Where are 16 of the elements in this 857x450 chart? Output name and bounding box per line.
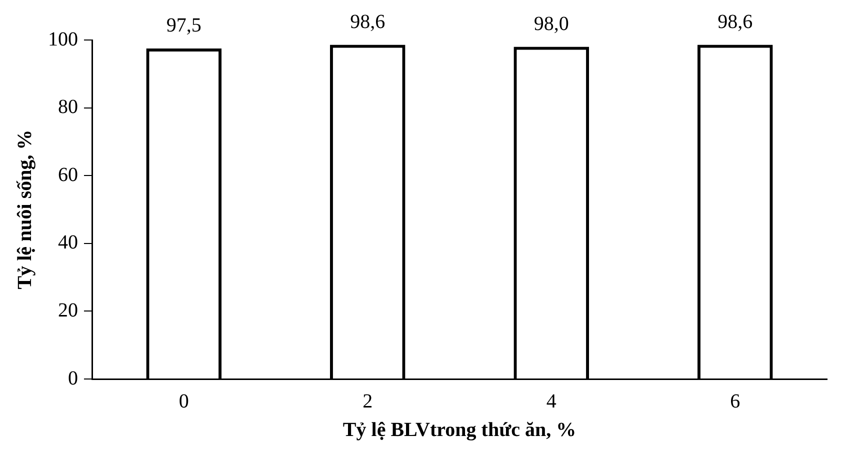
data-label: 97,5 bbox=[166, 14, 202, 37]
y-tick-label: 60 bbox=[58, 164, 78, 186]
data-label: 98,0 bbox=[534, 13, 569, 36]
y-tick-label: 0 bbox=[68, 367, 78, 390]
x-tick-label: 4 bbox=[546, 390, 556, 412]
y-axis-title: Tỷ lệ nuôi sống, % bbox=[14, 130, 36, 290]
y-tick-label: 40 bbox=[58, 232, 78, 254]
data-label: 98,6 bbox=[718, 10, 753, 33]
y-tick-label: 80 bbox=[58, 96, 78, 118]
x-tick-label: 2 bbox=[362, 390, 373, 412]
data-label: 98,6 bbox=[350, 10, 386, 33]
y-tick-label: 20 bbox=[58, 299, 78, 322]
y-tick-label: 100 bbox=[48, 28, 78, 50]
x-tick-label: 0 bbox=[178, 390, 189, 412]
x-axis-title: Tỷ lệ BLVtrong thức ăn, % bbox=[342, 419, 576, 442]
x-tick-label: 6 bbox=[730, 390, 740, 412]
